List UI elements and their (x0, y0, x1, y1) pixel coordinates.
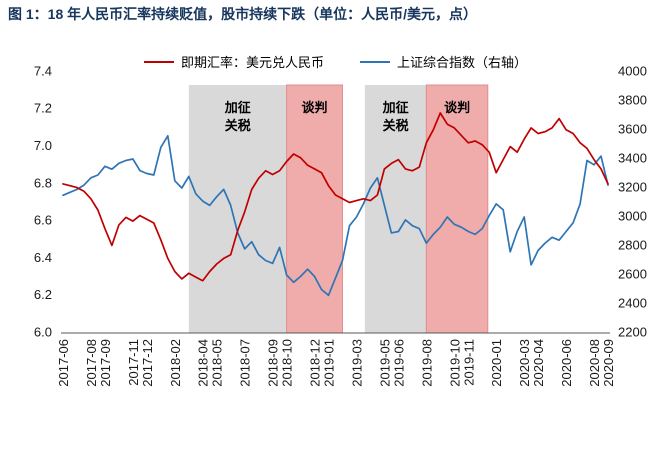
right-axis-tick-label: 3800 (618, 92, 647, 107)
band-label: 关税 (383, 118, 409, 133)
right-axis-tick-label: 2200 (618, 324, 647, 339)
x-axis-tick-label: 2018-07 (238, 339, 253, 387)
band-label: 加征 (382, 100, 409, 115)
right-axis-tick-label: 3000 (618, 208, 647, 223)
x-axis-tick-label: 2019-08 (419, 339, 434, 387)
left-axis-tick-label: 7.4 (34, 63, 52, 78)
right-axis-tick-label: 2400 (618, 295, 647, 310)
x-axis-tick-label: 2020-08 (587, 339, 602, 387)
left-axis-tick-label: 6.8 (34, 175, 52, 190)
x-axis-tick-label: 2017-06 (56, 339, 71, 387)
legend-item-exchange-rate: 即期汇率：美元兑人民币 (143, 52, 324, 71)
chart-legend: 即期汇率：美元兑人民币 上证综合指数（右轴） (63, 52, 608, 71)
x-axis-tick-label: 2018-09 (266, 339, 281, 387)
red-line-swatch-icon (143, 60, 174, 63)
x-axis-tick-label: 2020-04 (531, 339, 546, 387)
right-axis-tick-label: 3400 (618, 150, 647, 165)
shanghai-index-line (62, 134, 609, 297)
x-axis-tick-label: 2019-01 (322, 339, 337, 387)
event-band (286, 84, 344, 334)
left-axis-tick-label: 6.2 (34, 287, 52, 302)
legend-item-shanghai-index: 上证综合指数（右轴） (360, 52, 527, 71)
x-axis-tick-label: 2019-11 (461, 339, 476, 386)
event-band (364, 85, 427, 333)
left-axis-tick-label: 7.2 (34, 101, 52, 116)
right-axis-tick-label: 3200 (618, 179, 647, 194)
band-label: 谈判 (301, 100, 327, 115)
left-axis-tick-label: 6.4 (34, 250, 52, 265)
x-axis-tick-label: 2020-03 (517, 339, 532, 387)
right-axis-tick-label: 4000 (618, 63, 647, 78)
x-axis-tick-label: 2020-09 (601, 339, 616, 387)
exchange-rate-line (62, 112, 609, 282)
left-axis-tick-label: 6.0 (34, 324, 52, 339)
x-axis-tick-label: 2017-11 (126, 339, 141, 386)
x-axis-tick-label: 2019-05 (377, 339, 392, 387)
left-axis-tick-label: 7.0 (34, 138, 52, 153)
event-band (425, 84, 489, 334)
x-axis-tick-label: 2019-03 (350, 339, 365, 387)
right-axis-tick-label: 3600 (618, 121, 647, 136)
right-axis-tick-label: 2600 (618, 266, 647, 281)
x-axis-tick-label: 2020-06 (559, 339, 574, 387)
x-axis-tick-label: 2017-09 (98, 339, 113, 387)
band-label: 加征 (224, 100, 251, 115)
left-axis-tick-label: 6.6 (34, 213, 52, 228)
right-axis-tick-label: 2800 (618, 237, 647, 252)
figure-title: 图 1：18 年人民币汇率持续贬值，股市持续下跌（单位：人民币/美元，点） (8, 6, 478, 22)
x-axis-tick-label: 2019-10 (447, 339, 462, 387)
legend-label: 即期汇率：美元兑人民币 (180, 55, 324, 70)
x-axis-tick-label: 2019-06 (391, 339, 406, 387)
event-band (188, 85, 287, 333)
x-axis-tick-label: 2018-10 (280, 339, 295, 387)
legend-label: 上证综合指数（右轴） (397, 55, 528, 70)
x-axis-tick-label: 2017-12 (140, 339, 155, 387)
x-axis-tick-label: 2018-05 (210, 339, 225, 387)
blue-line-swatch-icon (360, 60, 390, 63)
x-axis-tick-label: 2018-02 (168, 339, 183, 387)
x-axis-tick-label: 2018-12 (308, 339, 323, 387)
x-axis-tick-label: 2020-01 (489, 339, 504, 387)
band-label: 关税 (225, 118, 251, 133)
x-axis-tick-label: 2018-04 (196, 339, 211, 387)
band-label: 谈判 (444, 100, 470, 115)
x-axis-tick-label: 2017-08 (84, 339, 99, 387)
